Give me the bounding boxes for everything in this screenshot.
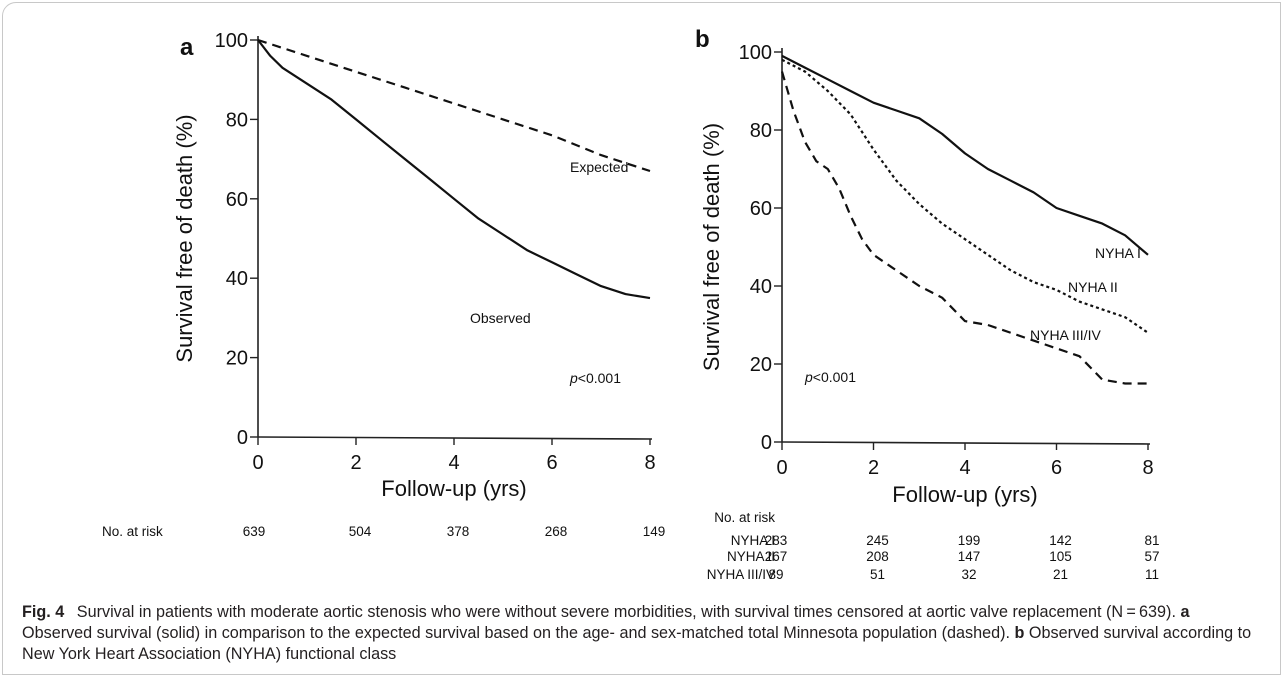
panel-label-a: a <box>180 34 194 61</box>
risk-table-title: No. at risk <box>102 524 163 539</box>
risk-value: 21 <box>1053 567 1068 582</box>
y-tick-label: 80 <box>750 120 772 142</box>
panel-b: b 0 20 40 60 80 100 0 2 4 6 8 Follow-up (yrs) Surviva… <box>695 26 1160 582</box>
y-tick-label: 0 <box>761 432 772 454</box>
x-tick-label: 0 <box>252 452 263 474</box>
x-tick-label: 2 <box>350 452 361 474</box>
series-line-nyha-iii-iv <box>780 71 1148 385</box>
risk-value: 81 <box>1144 533 1159 548</box>
caption-main: Survival in patients with moderate aorti… <box>76 603 1176 621</box>
series-label: Expected <box>570 159 628 175</box>
risk-value: 105 <box>1049 549 1072 564</box>
risk-value: 268 <box>545 524 568 539</box>
caption-fig-label: Fig. 4 <box>22 603 65 621</box>
panel-label-b: b <box>695 26 710 53</box>
risk-value: 267 <box>765 549 788 564</box>
y-tick-label: 100 <box>215 30 248 52</box>
y-tick-label: 40 <box>750 276 772 298</box>
x-tick-label: 0 <box>776 457 787 479</box>
risk-row-label: NYHA II <box>727 549 775 564</box>
risk-row-label: NYHA III/IV <box>707 567 775 582</box>
x-axis-label: Follow-up (yrs) <box>381 476 526 501</box>
y-axis-label: Survival free of death (%) <box>699 123 724 371</box>
risk-value: 142 <box>1049 533 1072 548</box>
y-tick-label: 100 <box>739 42 772 64</box>
risk-value: 283 <box>765 533 788 548</box>
risk-value: 378 <box>447 524 470 539</box>
y-tick-label: 20 <box>750 354 772 376</box>
x-axis <box>781 441 1151 445</box>
y-tick-label: 20 <box>226 348 248 370</box>
x-tick-label: 8 <box>644 452 655 474</box>
y-tick-label: 80 <box>226 109 248 131</box>
series-line-observed <box>257 39 651 300</box>
series-label: NYHA II <box>1068 279 1118 295</box>
x-tick-label: 2 <box>868 457 879 479</box>
caption-b-label: b <box>1014 624 1025 642</box>
figure-caption: Fig. 4 Survival in patients with moderat… <box>22 602 1262 665</box>
risk-value: 51 <box>870 567 885 582</box>
y-tick-label: 60 <box>750 198 772 220</box>
x-axis <box>257 436 653 440</box>
risk-value: 245 <box>866 533 889 548</box>
risk-value: 89 <box>768 567 783 582</box>
p-value-annotation: p<0.001 <box>569 370 621 386</box>
risk-table-title: No. at risk <box>714 510 775 525</box>
x-tick-label: 6 <box>1051 457 1062 479</box>
series-label: NYHA I <box>1095 245 1141 261</box>
caption-a-text: Observed survival (solid) in comparison … <box>22 624 1010 642</box>
p-value-annotation: p<0.001 <box>804 369 856 385</box>
x-tick-label: 6 <box>546 452 557 474</box>
risk-value: 147 <box>958 549 981 564</box>
series-label: Observed <box>470 310 531 326</box>
risk-value: 149 <box>643 524 666 539</box>
risk-value: 199 <box>958 533 981 548</box>
x-axis-label: Follow-up (yrs) <box>892 482 1037 507</box>
x-tick-label: 4 <box>448 452 459 474</box>
panel-a: a 0 20 40 60 80 100 0 2 4 6 8 Follow-up (yrs) Surviva… <box>102 30 665 539</box>
caption-b-text: Observed survival according to New York … <box>22 624 1252 663</box>
x-tick-label: 4 <box>959 457 970 479</box>
series-line-nyha-i <box>781 54 1149 256</box>
y-tick-label: 0 <box>237 427 248 449</box>
risk-value: 208 <box>866 549 889 564</box>
x-tick-label: 8 <box>1142 457 1153 479</box>
series-label: NYHA III/IV <box>1030 327 1101 343</box>
caption-a-label: a <box>1180 603 1190 621</box>
risk-value: 504 <box>349 524 372 539</box>
risk-value: 639 <box>243 524 266 539</box>
risk-row-label: NYHA I <box>731 533 775 548</box>
y-axis-label: Survival free of death (%) <box>172 114 197 362</box>
risk-value: 11 <box>1145 567 1159 582</box>
y-tick-label: 40 <box>226 268 248 290</box>
series-line-expected <box>257 38 651 173</box>
series-line-nyha-ii <box>781 58 1149 334</box>
risk-value: 57 <box>1144 549 1159 564</box>
y-tick-label: 60 <box>226 189 248 211</box>
risk-value: 32 <box>961 567 976 582</box>
